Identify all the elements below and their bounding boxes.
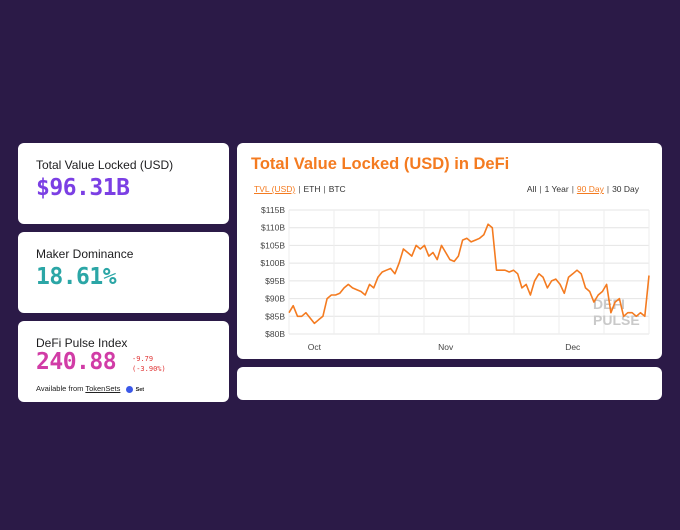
range-option-30-day[interactable]: 30 Day [612, 184, 639, 194]
tvl-line-chart: $80B $85B $90B $95B $100B $105B $110B $115B Oct… [260, 205, 650, 352]
watermark-line-2: PULSE [593, 312, 640, 328]
available-prefix: Available from [36, 384, 84, 393]
range-option-90-day[interactable]: 90 Day [576, 184, 604, 194]
dpi-change-abs: -9.79 [132, 355, 154, 363]
y-tick-label: $100B [260, 258, 285, 268]
tvl-value: $96.31B [36, 175, 130, 201]
range-option-1-year[interactable]: 1 Year [544, 184, 569, 194]
available-from: Available from TokenSets Set [36, 384, 144, 393]
y-tick-label: $90B [265, 294, 285, 304]
defi-pulse-index-card: DeFi Pulse Index 240.88 -9.79 (-3.90%) A… [18, 321, 229, 402]
tokensets-link[interactable]: TokenSets [85, 384, 121, 393]
y-tick-label: $95B [265, 276, 285, 286]
empty-panel [237, 367, 662, 400]
y-tick-label: $110B [261, 223, 285, 233]
dpi-change: -9.79 (-3.90%) [132, 354, 166, 374]
x-tick-label: Nov [438, 342, 454, 352]
dpi-label: DeFi Pulse Index [36, 336, 128, 350]
asset-option-tvl[interactable]: TVL (USD) [254, 184, 296, 194]
set-logo-text: Set [135, 387, 145, 393]
x-tick-label: Dec [565, 342, 581, 352]
y-tick-label: $80B [265, 329, 285, 339]
asset-option-eth[interactable]: ETH [303, 184, 321, 194]
tvl-label: Total Value Locked (USD) [36, 158, 174, 172]
y-tick-label: $105B [260, 240, 285, 250]
y-tick-label: $115B [261, 205, 285, 215]
range-toggle: All | 1 Year | 90 Day | 30 Day [526, 184, 639, 194]
y-tick-label: $85B [265, 311, 285, 321]
maker-dominance-value: 18.61% [36, 264, 117, 290]
set-logo-icon [126, 385, 134, 393]
maker-dominance-card: Maker Dominance 18.61% [18, 232, 229, 313]
maker-dominance-label: Maker Dominance [36, 247, 134, 261]
chart-title: Total Value Locked (USD) in DeFi [251, 155, 510, 173]
tvl-series-line [288, 223, 650, 325]
dpi-value: 240.88 [36, 349, 117, 375]
asset-toggle: TVL (USD) | ETH | BTC [254, 184, 346, 194]
asset-option-btc[interactable]: BTC [328, 184, 346, 194]
range-option-all[interactable]: All [526, 184, 537, 194]
x-tick-label: Oct [308, 342, 322, 352]
tvl-card: Total Value Locked (USD) $96.31B [18, 143, 229, 224]
tvl-chart-card: Total Value Locked (USD) in DeFi TVL (US… [237, 143, 662, 359]
dpi-change-pct: (-3.90%) [132, 365, 166, 373]
